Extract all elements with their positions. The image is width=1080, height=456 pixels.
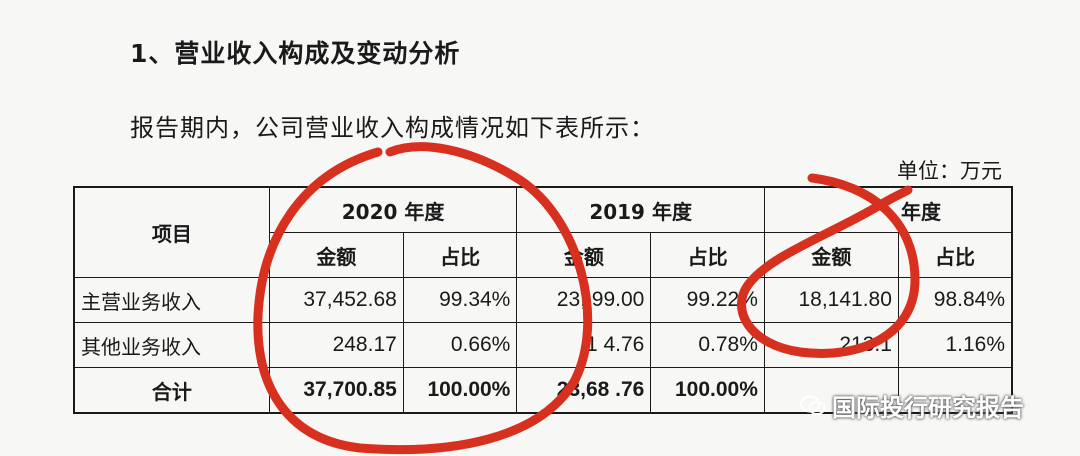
watermark: 国际投行研究报告 (800, 388, 1024, 423)
year-header-2019: 2019 年度 (516, 186, 765, 233)
row-label: 其他业务收入 (73, 322, 270, 368)
intro-paragraph: 报告期内，公司营业收入构成情况如下表所示： (130, 114, 655, 142)
next-paragraph-cutoff (130, 444, 1010, 456)
table-cell (897, 367, 1013, 414)
table-cell: 98.84% (897, 277, 1013, 323)
ratio-header: 占比 (650, 232, 765, 278)
ratio-header: 占比 (897, 232, 1013, 278)
year-header-row: 项目 2020 年度 2019 年度 年度 (73, 186, 1013, 278)
table-cell (763, 367, 899, 414)
table-cell: 37,452.68 (268, 277, 404, 323)
table-cell: 18,141.80 (763, 277, 899, 323)
item-header: 项目 (73, 186, 270, 278)
year-header-2020: 2020 年度 (268, 186, 518, 233)
table-cell: 99.22% (650, 277, 765, 323)
table-cell: 99.34% (402, 277, 518, 323)
wechat-icon (800, 395, 826, 417)
table-cell: 0.66% (402, 322, 518, 368)
revenue-table: 项目 2020 年度 2019 年度 年度 金额 占比 金额 占比 金额 占比 … (73, 186, 1013, 414)
table-row: 主营业务收入 37,452.68 99.34% 23, 99.00 99.22%… (73, 277, 1013, 323)
section-heading: 1、营业收入构成及变动分析 (130, 39, 461, 68)
table-cell: 213.1 (763, 322, 899, 368)
row-label: 合计 (73, 367, 270, 414)
table-cell: 37,700.85 (268, 367, 404, 414)
unit-label: 单位：万元 (897, 159, 1002, 183)
table-cell: 248.17 (268, 322, 404, 368)
table-row: 其他业务收入 248.17 0.66% 1 4.76 0.78% 213.1 1… (73, 322, 1013, 368)
table-cell: 0.78% (650, 322, 765, 368)
amount-header: 金额 (516, 232, 652, 278)
amount-header: 金额 (268, 232, 404, 278)
table-cell: 23, 99.00 (516, 277, 652, 323)
table-cell: 100.00% (650, 367, 765, 414)
table-cell: 1 4.76 (516, 322, 652, 368)
amount-header: 金额 (763, 232, 899, 278)
ratio-header: 占比 (402, 232, 518, 278)
year-header-2018: 年度 (763, 186, 1013, 233)
row-label: 主营业务收入 (73, 277, 270, 323)
watermark-text: 国际投行研究报告 (832, 394, 1024, 422)
table-cell: 1.16% (897, 322, 1013, 368)
table-cell: 23,68 .76 (516, 367, 652, 414)
table-cell: 100.00% (402, 367, 518, 414)
